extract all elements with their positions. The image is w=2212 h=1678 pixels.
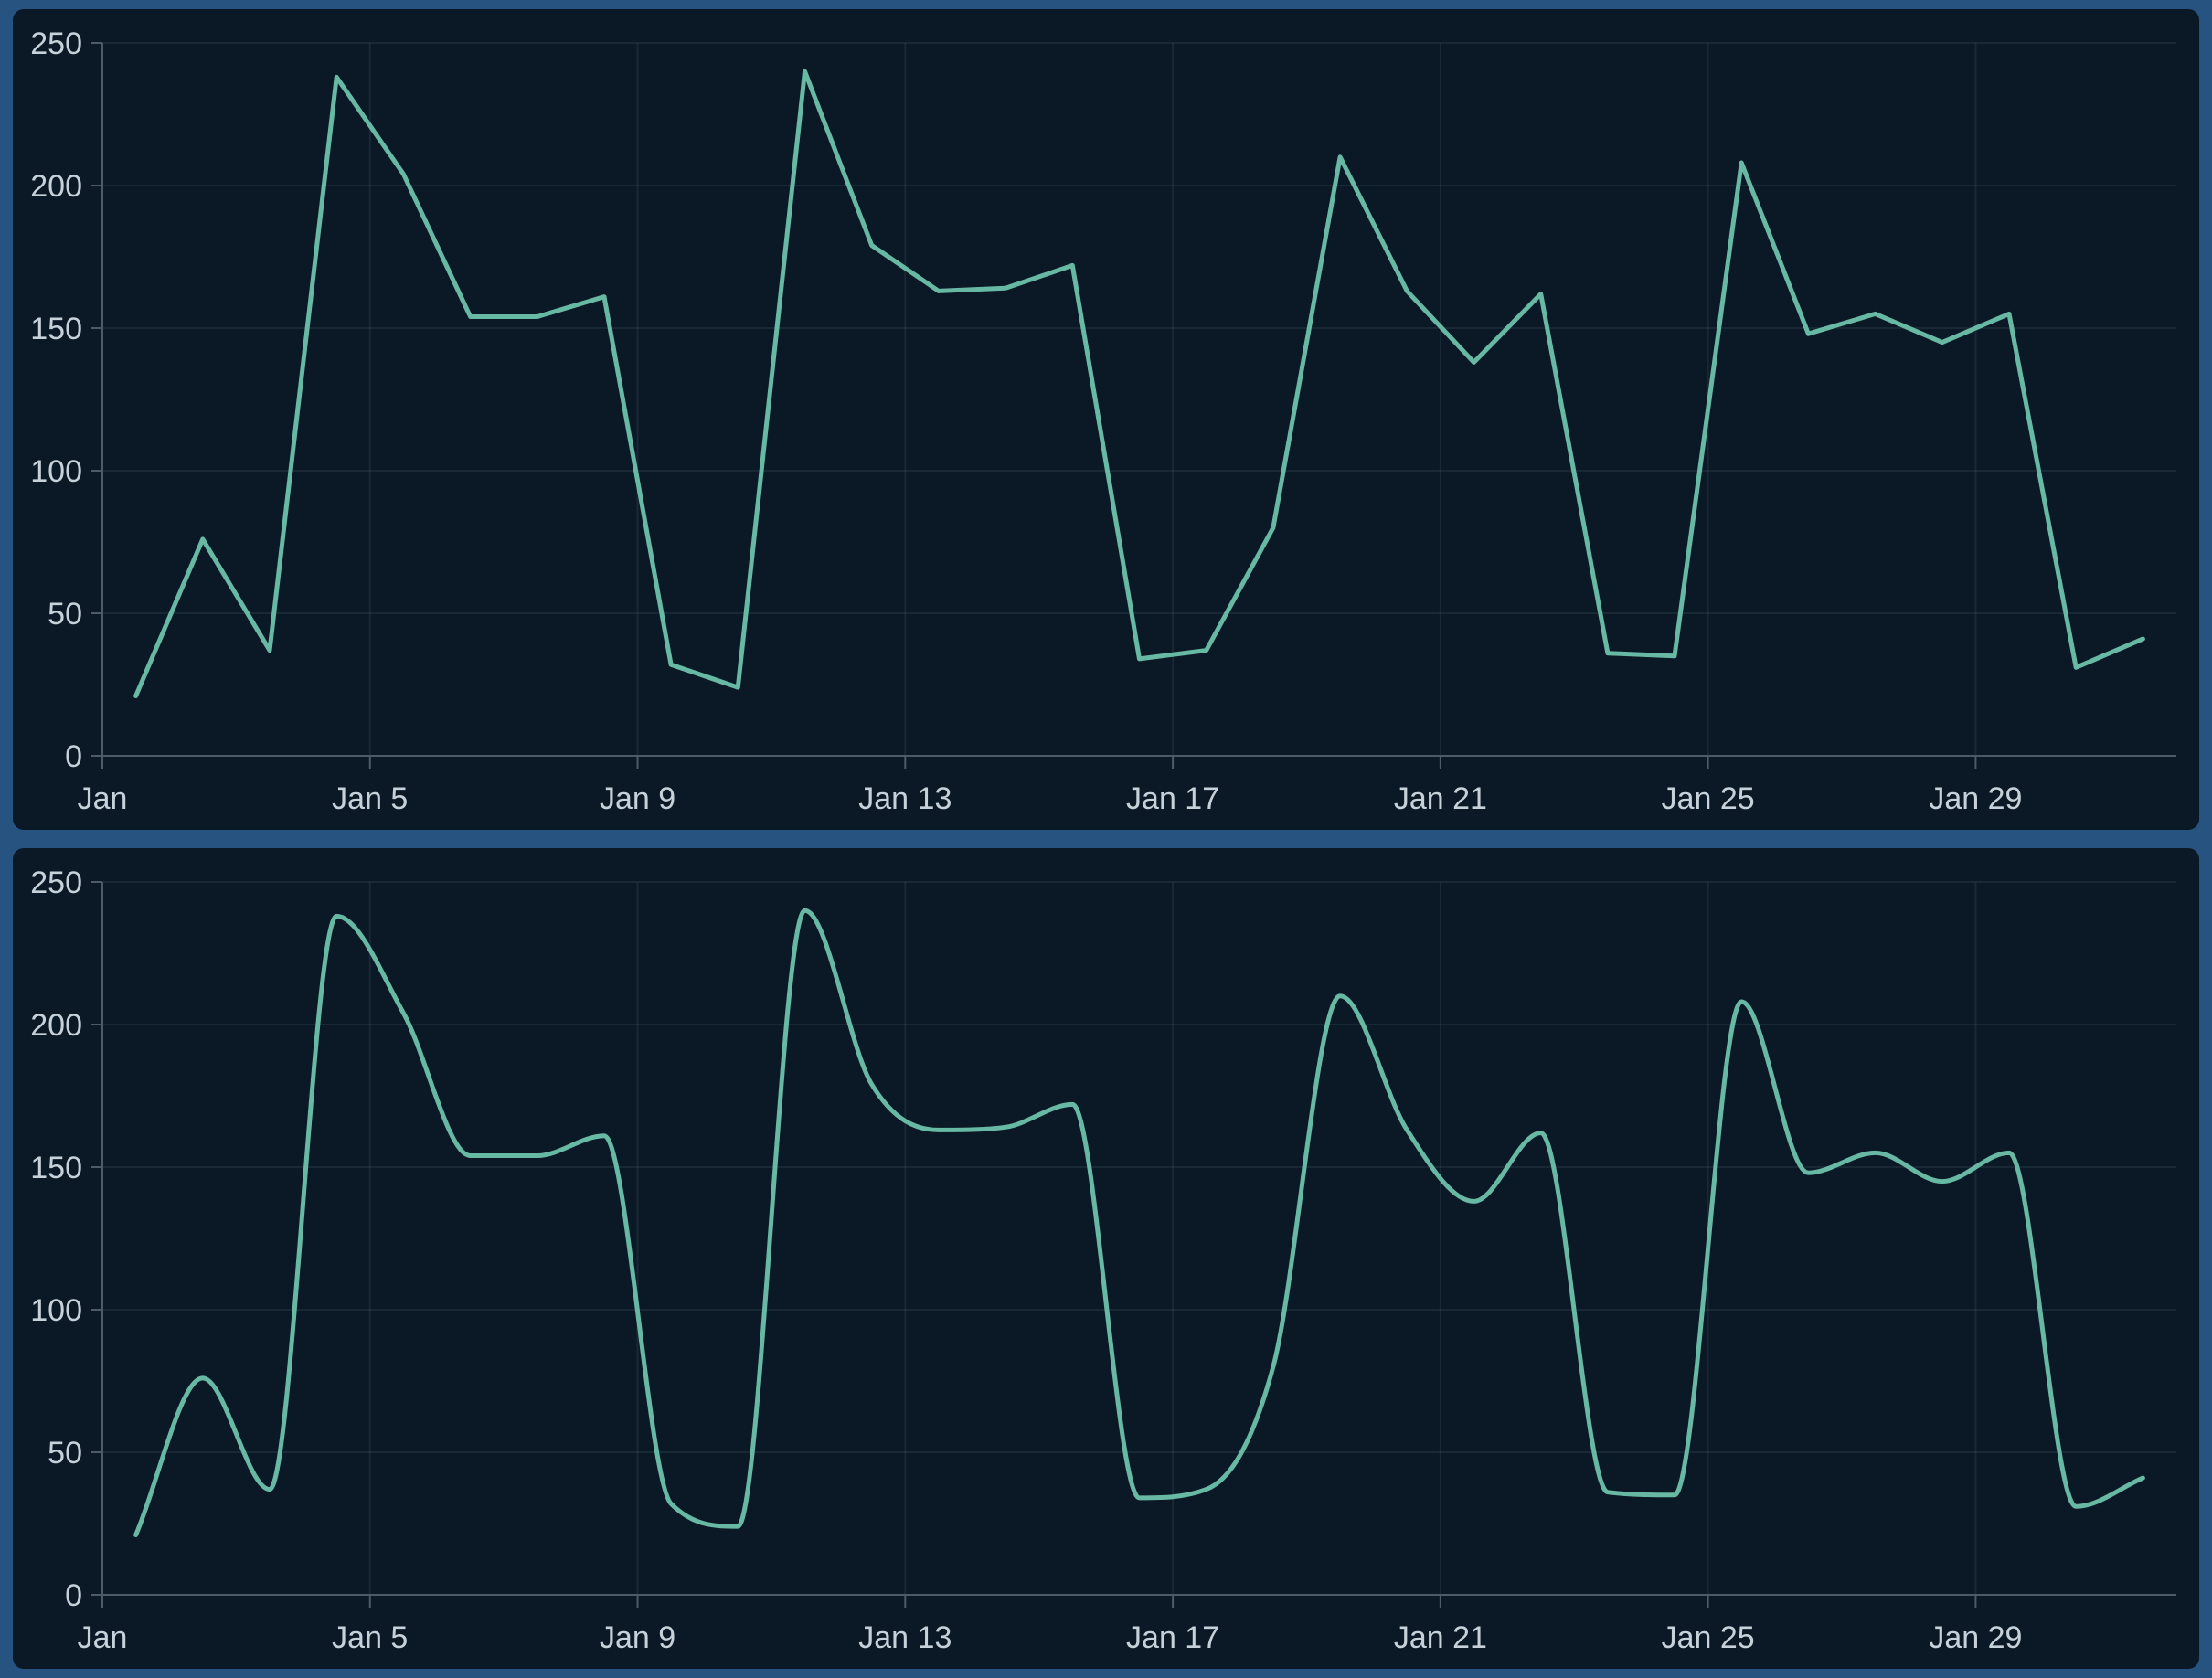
x-tick-label: Jan — [78, 1620, 128, 1655]
x-tick-label: Jan 25 — [1662, 1620, 1755, 1655]
x-tick-label: Jan — [78, 781, 128, 816]
y-tick-label: 100 — [30, 454, 82, 489]
line-chart-panel-smoothed: 0 50 100 150 200 250 Jan Jan 5 Jan 9 Jan 13 Jan 17… — [13, 848, 2199, 1669]
x-tick-label: Jan 29 — [1929, 781, 2022, 816]
x-tick-label: Jan 25 — [1662, 781, 1755, 816]
x-tick-label: Jan 9 — [600, 1620, 675, 1655]
x-tick-label: Jan 17 — [1126, 1620, 1219, 1655]
y-tick-label: 100 — [30, 1293, 82, 1328]
line-chart-linear: 0 50 100 150 200 250 Jan Jan 5 Jan 9 Jan 13 Jan 17… — [30, 27, 2176, 816]
x-tick-label: Jan 17 — [1126, 781, 1219, 816]
line-chart-panel-linear: 0 50 100 150 200 250 Jan Jan 5 Jan 9 Jan 13 Jan 17… — [13, 9, 2199, 830]
y-tick-label: 150 — [30, 1151, 82, 1185]
x-tick-label: Jan 5 — [332, 781, 408, 816]
line-chart-smoothed: 0 50 100 150 200 250 Jan Jan 5 Jan 9 Jan 13 Jan 17… — [30, 866, 2176, 1655]
x-tick-label: Jan 5 — [332, 1620, 408, 1655]
y-tick-label: 200 — [30, 169, 82, 204]
y-tick-label: 200 — [30, 1008, 82, 1043]
series-line — [133, 908, 2145, 1537]
y-tick-label: 150 — [30, 312, 82, 346]
x-tick-label: Jan 21 — [1394, 1620, 1487, 1655]
x-tick-label: Jan 9 — [600, 781, 675, 816]
x-tick-label: Jan 21 — [1394, 781, 1487, 816]
y-tick-label: 50 — [48, 597, 82, 632]
y-tick-label: 50 — [48, 1436, 82, 1471]
x-tick-label: Jan 13 — [858, 1620, 952, 1655]
y-tick-label: 250 — [30, 27, 82, 61]
x-tick-label: Jan 13 — [858, 781, 952, 816]
y-tick-label: 250 — [30, 866, 82, 900]
y-tick-label: 0 — [65, 739, 82, 774]
y-tick-label: 0 — [65, 1578, 82, 1613]
x-tick-label: Jan 29 — [1929, 1620, 2022, 1655]
series-line — [133, 69, 2145, 698]
